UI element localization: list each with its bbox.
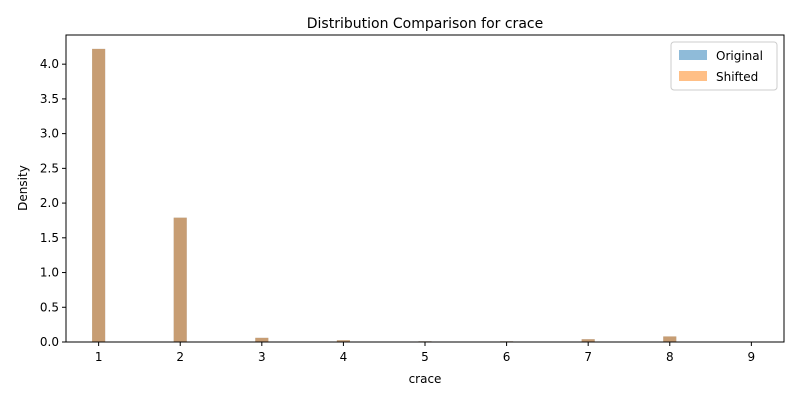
x-tick-label: 5 [421, 350, 429, 364]
x-tick-label: 4 [340, 350, 348, 364]
x-tick-label: 6 [503, 350, 511, 364]
bar-shifted-4 [336, 340, 350, 342]
x-tick-label: 8 [666, 350, 674, 364]
y-ticks: 0.0 0.5 1.0 1.5 2.0 2.5 3.0 3.5 4.0 [40, 57, 66, 349]
bar-shifted-8 [663, 336, 677, 342]
x-tick-label: 9 [748, 350, 756, 364]
y-tick-label: 3.5 [40, 92, 59, 106]
x-tick-label: 7 [584, 350, 592, 364]
y-tick-label: 2.0 [40, 196, 59, 210]
y-tick-label: 4.0 [40, 57, 59, 71]
plot-frame [65, 34, 785, 343]
x-tick-label: 2 [176, 350, 184, 364]
y-tick-label: 1.0 [40, 266, 59, 280]
legend-swatch-shifted [679, 71, 707, 81]
legend-label-shifted: Shifted [716, 70, 758, 84]
y-tick-label: 2.5 [40, 161, 59, 175]
x-tick-label: 1 [95, 350, 103, 364]
bar-shifted-2 [173, 217, 187, 342]
bar-shifted-1 [92, 48, 106, 342]
legend-label-original: Original [716, 49, 763, 63]
legend-swatch-original [679, 50, 707, 60]
chart-title: Distribution Comparison for crace [307, 16, 543, 32]
y-tick-label: 3.0 [40, 127, 59, 141]
bar-shifted-7 [581, 339, 595, 342]
legend: Original Shifted [670, 41, 778, 91]
y-tick-label: 0.5 [40, 300, 59, 314]
x-axis-label: crace [409, 372, 442, 386]
x-tick-label: 3 [258, 350, 266, 364]
y-tick-label: 0.0 [40, 335, 59, 349]
bar-shifted-3 [255, 337, 269, 342]
y-axis-label: Density [16, 165, 30, 211]
x-ticks: 1 2 3 4 5 6 7 8 9 [95, 342, 755, 364]
bars-layer [92, 48, 677, 342]
y-tick-label: 1.5 [40, 231, 59, 245]
